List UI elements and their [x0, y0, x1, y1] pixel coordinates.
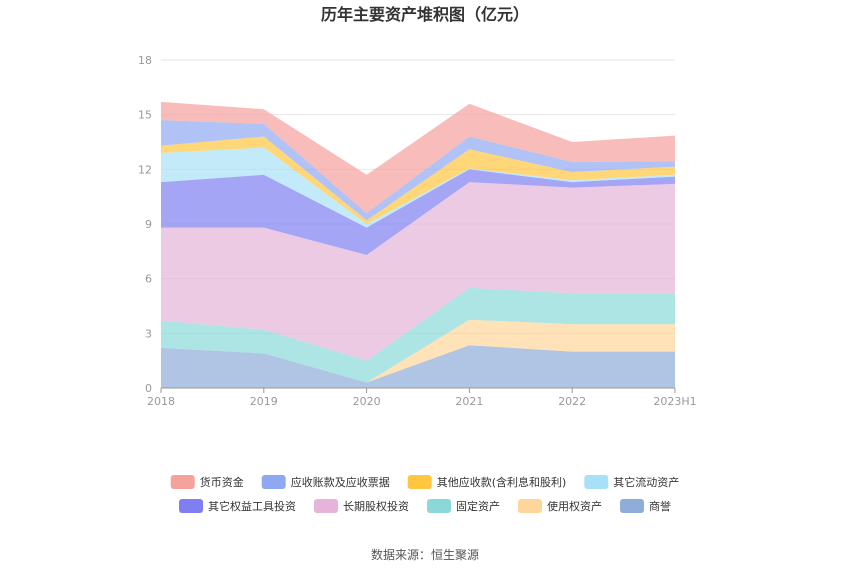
legend-item[interactable]: 使用权资产	[518, 499, 602, 513]
y-tick-label: 15	[138, 109, 152, 122]
legend-item[interactable]: 固定资产	[427, 499, 500, 513]
axes: 0 3 6 9 12 15 18 2018 2019 2020 2021 2022 2023H1	[138, 54, 697, 408]
legend-label: 商誉	[649, 499, 671, 513]
x-tick-label: 2019	[250, 395, 278, 408]
area-series-4	[161, 169, 675, 255]
x-tick-label: 2021	[455, 395, 483, 408]
y-tick-label: 3	[145, 327, 152, 340]
legend-label: 长期股权投资	[343, 499, 409, 513]
area-series-8	[161, 101, 675, 214]
data-source-note: 数据来源：恒生聚源	[371, 547, 479, 562]
legend-item[interactable]: 其它权益工具投资	[179, 499, 296, 513]
legend-swatch	[407, 475, 432, 489]
legend-swatch	[314, 499, 338, 513]
legend-item[interactable]: 商誉	[620, 499, 671, 513]
x-tick-label: 2018	[147, 395, 175, 408]
y-tick-label: 6	[145, 273, 152, 286]
y-tick-label: 0	[145, 382, 152, 395]
legend-swatch	[584, 475, 609, 489]
area-series-5	[161, 147, 675, 228]
legend-label: 应收账款及应收票据	[291, 475, 390, 489]
legend-label: 使用权资产	[547, 499, 602, 513]
legend-label: 其它流动资产	[613, 475, 679, 489]
area-series-6	[161, 136, 675, 224]
legend-item[interactable]: 长期股权投资	[314, 499, 409, 513]
legend-swatch	[261, 475, 286, 489]
area-series-group	[161, 101, 675, 388]
y-tick-label: 9	[145, 218, 152, 231]
legend-swatch	[170, 475, 195, 489]
area-series-0	[161, 345, 675, 388]
legend-label: 货币资金	[200, 475, 244, 489]
chart-title: 历年主要资产堆积图（亿元）	[321, 5, 529, 24]
legend-item[interactable]: 其它流动资产	[584, 475, 679, 489]
legend-swatch	[179, 499, 203, 513]
x-tick-label: 2023H1	[653, 395, 696, 408]
area-series-7	[161, 120, 675, 221]
legend-label: 其它权益工具投资	[208, 499, 296, 513]
legend-item[interactable]: 货币资金	[170, 475, 244, 489]
legend-item[interactable]: 应收账款及应收票据	[261, 475, 390, 489]
legend-label: 固定资产	[456, 499, 500, 513]
legend: 货币资金 应收账款及应收票据 其他应收款(含利息和股利) 其它流动资产其它权益工具投资…	[170, 475, 679, 513]
legend-swatch	[518, 499, 542, 513]
legend-swatch	[427, 499, 451, 513]
x-tick-label: 2020	[353, 395, 381, 408]
legend-swatch	[620, 499, 644, 513]
legend-label: 其他应收款(含利息和股利)	[437, 475, 567, 489]
area-series-2	[161, 287, 675, 383]
legend-item[interactable]: 其他应收款(含利息和股利)	[407, 475, 567, 489]
x-tick-label: 2022	[558, 395, 586, 408]
y-tick-label: 12	[138, 163, 152, 176]
y-tick-label: 18	[138, 54, 152, 67]
area-series-3	[161, 182, 675, 361]
